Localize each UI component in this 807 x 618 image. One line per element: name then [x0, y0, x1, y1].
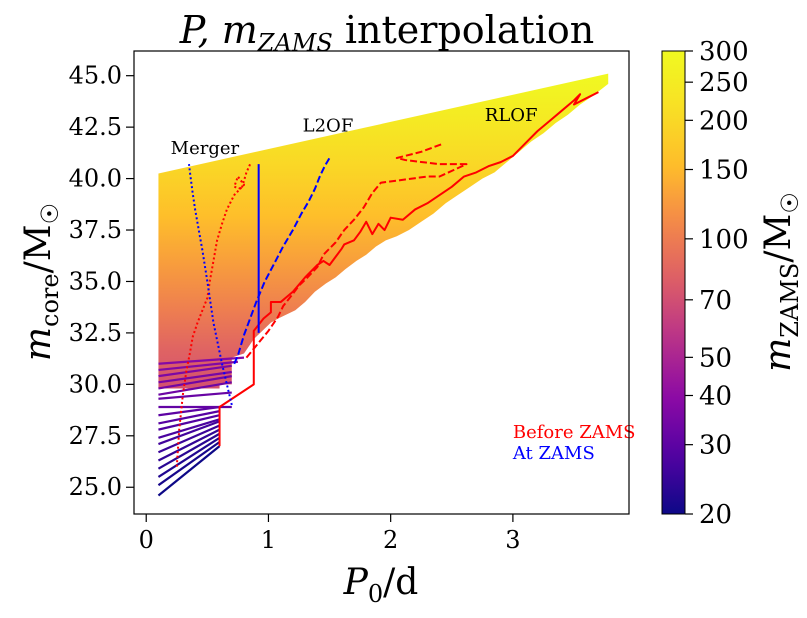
colorbar-tick-label: 150 [699, 156, 749, 186]
y-tick-label: 25.0 [69, 473, 122, 501]
fan-line [157, 428, 221, 462]
fan-line [158, 356, 245, 365]
y-tick-label: 32.5 [69, 319, 122, 347]
series-line-0000ff-dashed [233, 157, 331, 365]
y-tick-label: 30.0 [69, 370, 122, 398]
fan-line [158, 370, 232, 384]
colorbar-tick-label: 40 [699, 381, 732, 411]
x-tick-label: 2 [383, 526, 398, 554]
colorbar-tick-label: 250 [699, 68, 749, 98]
series-line-ff0000-dotted [175, 163, 252, 467]
colorbar-tick-label: 300 [699, 37, 749, 67]
colorbar-label: mZAMS/M☉ [758, 192, 804, 372]
annotation-label: RLOF [485, 105, 538, 126]
y-tick-label: 27.5 [69, 422, 122, 450]
fan-line [158, 364, 232, 378]
y-tick-label: 40.0 [69, 165, 122, 193]
series-line-0000ff-dotted [188, 164, 233, 406]
colorbar-tick-label: 200 [699, 106, 749, 136]
x-tick-label: 0 [139, 526, 154, 554]
fan-line [158, 420, 220, 446]
legend-text: Before ZAMS [513, 422, 636, 443]
series-line-ff0000-dashed [245, 142, 468, 359]
colorbar-tick-label: 50 [699, 343, 732, 373]
chart-title: P, mZAMS interpolation [179, 8, 595, 57]
y-tick-label: 37.5 [69, 216, 122, 244]
fan-line [158, 381, 232, 396]
colorbar-tick-label: 30 [699, 431, 732, 461]
colorbar-tick-label: 70 [699, 286, 732, 316]
fan-line [158, 410, 220, 425]
interpolation-region [158, 73, 609, 389]
fan-line [157, 445, 221, 497]
fan-line [158, 424, 220, 454]
fan-line [157, 436, 221, 478]
colorbar-tick-label: 100 [699, 225, 749, 255]
y-tick-label: 35.0 [69, 267, 122, 295]
legend-text: At ZAMS [512, 443, 595, 464]
y-axis-ticks: 25.0 27.5 30.0 32.5 35.0 37.5 40.0 42.5 45.0 [69, 62, 134, 501]
series-lines [175, 91, 599, 467]
colorbar-gradient [661, 50, 686, 515]
y-tick-label: 42.5 [69, 113, 122, 141]
y-axis-label: mcore/M☉ [18, 203, 64, 361]
series-line-ff0000-solid [218, 91, 599, 447]
annotation-label: Merger [171, 138, 240, 159]
fan-line [158, 414, 220, 431]
y-tick-label: 45.0 [69, 62, 122, 90]
fan-line [158, 418, 220, 439]
x-tick-label: 1 [261, 526, 276, 554]
x-tick-label: 3 [505, 526, 520, 554]
annotation-label: L2OF [303, 115, 354, 136]
interpolation-surface [158, 73, 609, 389]
plot-frame [133, 50, 630, 515]
fan-lines [157, 356, 245, 497]
x-axis-ticks: 0 1 2 3 [139, 514, 521, 554]
fan-line [158, 391, 232, 400]
fan-line [158, 405, 220, 417]
colorbar-tick-label: 20 [699, 500, 732, 530]
fan-line [157, 432, 221, 470]
fan-line [158, 360, 239, 372]
fan-line [157, 441, 221, 487]
x-axis-label: P0/d [343, 562, 419, 608]
fan-line [158, 375, 232, 390]
